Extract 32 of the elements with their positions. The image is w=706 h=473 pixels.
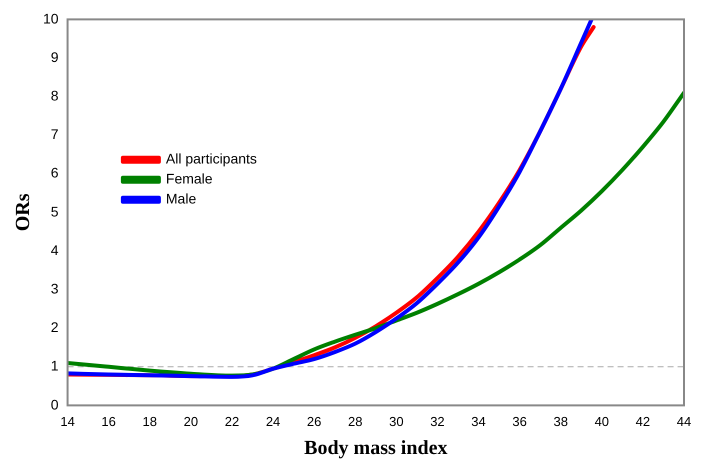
x-tick-label: 40 bbox=[594, 414, 610, 429]
x-axis-title: Body mass index bbox=[304, 437, 448, 460]
legend-label: All participants bbox=[166, 150, 257, 167]
x-tick-label: 18 bbox=[142, 414, 157, 429]
y-tick-label: 0 bbox=[50, 396, 59, 412]
legend-label: Male bbox=[166, 190, 196, 207]
y-tick-label: 1 bbox=[50, 358, 59, 374]
y-tick-label: 9 bbox=[50, 48, 59, 65]
y-tick-label: 3 bbox=[50, 280, 59, 296]
y-tick-label: 6 bbox=[50, 164, 59, 181]
x-tick-label: 16 bbox=[101, 414, 116, 429]
x-tick-label: 36 bbox=[512, 414, 527, 429]
y-tick-label: 2 bbox=[50, 319, 59, 336]
x-tick-label: 44 bbox=[676, 414, 692, 429]
x-tick-label: 38 bbox=[553, 414, 568, 429]
x-tick-label: 22 bbox=[224, 414, 240, 429]
x-tick-label: 28 bbox=[348, 414, 362, 429]
x-tick-label: 24 bbox=[266, 414, 280, 429]
y-tick-label: 4 bbox=[50, 242, 59, 258]
y-tick-label: 7 bbox=[50, 126, 59, 142]
x-tick-label: 42 bbox=[636, 414, 650, 429]
x-tick-label: 30 bbox=[389, 414, 404, 429]
y-axis-title: ORs bbox=[12, 193, 34, 232]
x-tick-label: 34 bbox=[471, 414, 486, 429]
y-tick-label: 8 bbox=[50, 87, 59, 104]
legend-label: Female bbox=[166, 170, 213, 187]
y-tick-label: 5 bbox=[50, 203, 59, 220]
x-tick-label: 32 bbox=[430, 414, 445, 429]
y-tick-label: 10 bbox=[42, 10, 59, 26]
x-tick-label: 20 bbox=[184, 414, 198, 429]
x-tick-label: 26 bbox=[306, 414, 322, 429]
x-tick-label: 14 bbox=[60, 414, 75, 429]
